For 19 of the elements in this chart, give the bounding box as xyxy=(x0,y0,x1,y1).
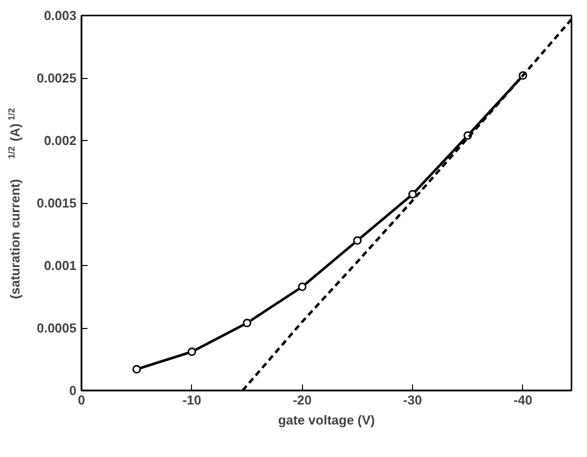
x-tick-label: -20 xyxy=(292,392,312,408)
x-tick-label: -40 xyxy=(514,392,532,408)
y-tick-label: 0 xyxy=(69,383,77,398)
point xyxy=(353,236,362,245)
point xyxy=(242,318,252,328)
x-axis-title: gate voltage (V) xyxy=(278,412,375,428)
y-tick-label: 0.002 xyxy=(44,133,77,148)
y-tick-label: 0.001 xyxy=(44,258,77,273)
y-tick-label: 0.0025 xyxy=(36,70,77,86)
point xyxy=(298,282,306,291)
point xyxy=(408,190,417,198)
y-tick-label: 0.003 xyxy=(44,8,77,23)
point xyxy=(188,348,196,356)
y-tick-label: 0.0015 xyxy=(36,196,77,210)
x-tick-label: -10 xyxy=(182,392,202,408)
text: (saturation current)1/2 (A)1/2 xyxy=(6,108,22,299)
point xyxy=(132,365,141,374)
x-tick-label: -30 xyxy=(403,392,422,408)
y-tick-label: 0.0005 xyxy=(36,320,77,336)
